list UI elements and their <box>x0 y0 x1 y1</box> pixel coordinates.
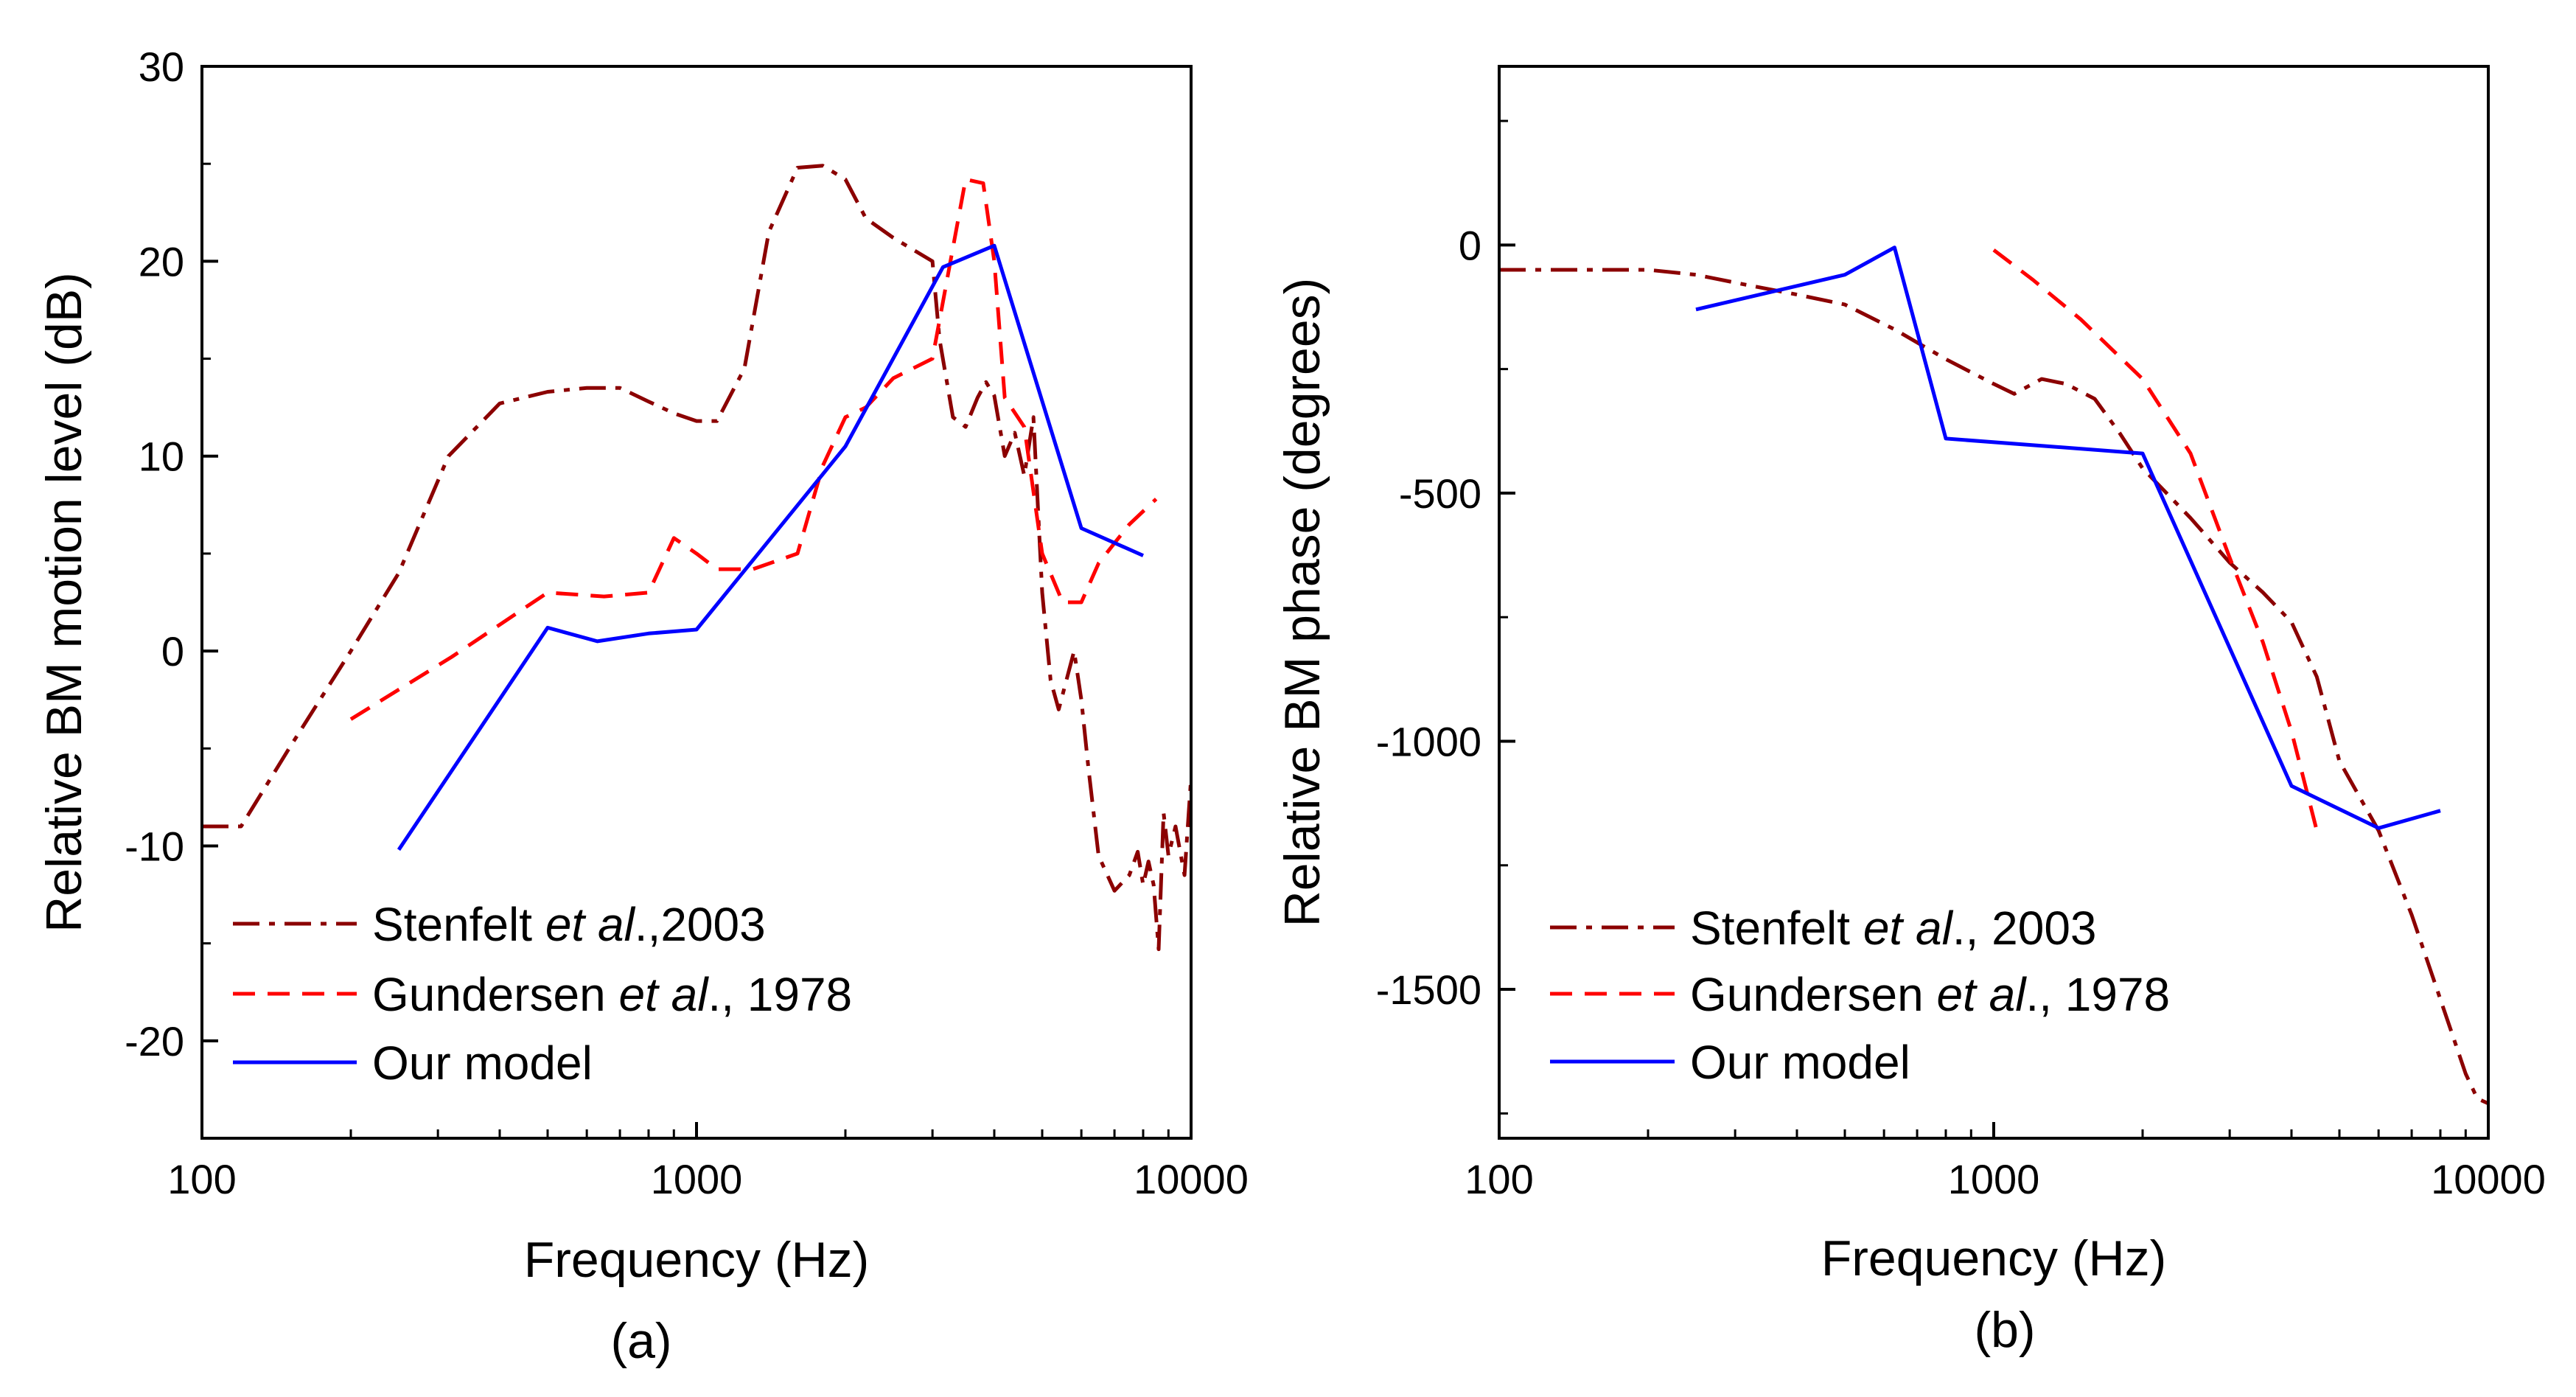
panel-a-x-tick-label-100: 100 <box>167 1156 236 1202</box>
panel-b: 100 1000 10000 -1500 -1000 -500 0 Stenfelt et … <box>1274 65 2546 1358</box>
panel-b-legend: Stenfelt et al., 2003 Gundersen et al., … <box>1550 902 2170 1089</box>
panel-a-legend-label-model: Our model <box>372 1037 593 1090</box>
panel-a-y-tick-label--20: -20 <box>125 1018 184 1065</box>
panel-b-series-gundersen-line <box>1992 248 2319 832</box>
panel-a-series-stenfelt-line <box>202 164 1193 952</box>
panel-b-x-tick-label-100: 100 <box>1465 1156 1533 1202</box>
panel-b-legend-label-model: Our model <box>1690 1036 1910 1089</box>
panel-b-series-layer <box>1499 245 2490 1106</box>
panel-a-panel-label: (a) <box>610 1313 671 1369</box>
panel-a-series-gundersen-line <box>349 177 1158 721</box>
panel-a-y-tick-label-10: 10 <box>139 433 184 480</box>
panel-a-x-tick-label-10000: 10000 <box>1134 1156 1249 1202</box>
panel-b-y-tick-label-0: 0 <box>1459 222 1481 268</box>
panel-b-ticks-layer: 100 1000 10000 -1500 -1000 -500 0 <box>1376 119 2546 1202</box>
panel-b-panel-label: (b) <box>1974 1302 2035 1358</box>
panel-b-series-stenfelt-line <box>1499 268 2490 1106</box>
panel-a-x-axis-label: Frequency (Hz) <box>524 1232 870 1288</box>
panel-a-y-tick-label-30: 30 <box>139 43 184 90</box>
panel-a-x-tick-label-1000: 1000 <box>651 1156 743 1202</box>
panel-a-y-tick-label-20: 20 <box>139 238 184 285</box>
panel-a-series-model-line <box>397 243 1145 851</box>
panel-a-y-axis-label: Relative BM motion level (dB) <box>36 272 92 933</box>
panel-b-legend-label-stenfelt: Stenfelt et al., 2003 <box>1690 902 2097 955</box>
panel-a-legend: Stenfelt et al.,2003 Gundersen et al., 1… <box>233 898 852 1090</box>
panel-b-legend-label-gundersen: Gundersen et al., 1978 <box>1690 968 2170 1021</box>
panel-a-ticks-layer: 100 1000 10000 -20 -10 0 10 20 30 <box>125 43 1249 1202</box>
panel-b-y-tick-label--500: -500 <box>1399 470 1481 517</box>
panel-a-y-tick-label--10: -10 <box>125 823 184 869</box>
panel-b-series-model-line <box>1695 245 2441 830</box>
panel-b-y-tick-label--1500: -1500 <box>1376 966 1481 1013</box>
panel-a-legend-label-gundersen: Gundersen et al., 1978 <box>372 968 852 1021</box>
panel-a-y-tick-label-0: 0 <box>161 628 184 675</box>
panel-b-x-axis-label: Frequency (Hz) <box>1821 1230 2167 1286</box>
panel-a-series-layer <box>202 164 1193 952</box>
panel-b-x-tick-label-10000: 10000 <box>2431 1156 2546 1202</box>
panel-b-y-tick-label--1000: -1000 <box>1376 718 1481 764</box>
panel-b-x-tick-label-1000: 1000 <box>1948 1156 2040 1202</box>
panel-a-plot-frame <box>200 65 1193 1140</box>
panel-a-legend-label-stenfelt: Stenfelt et al.,2003 <box>372 898 766 951</box>
panel-b-y-axis-label: Relative BM phase (degrees) <box>1274 278 1330 927</box>
panel-b-plot-frame <box>1498 65 2490 1140</box>
panel-a: 100 1000 10000 -20 -10 0 10 20 30 Stenfelt et al… <box>36 43 1249 1369</box>
